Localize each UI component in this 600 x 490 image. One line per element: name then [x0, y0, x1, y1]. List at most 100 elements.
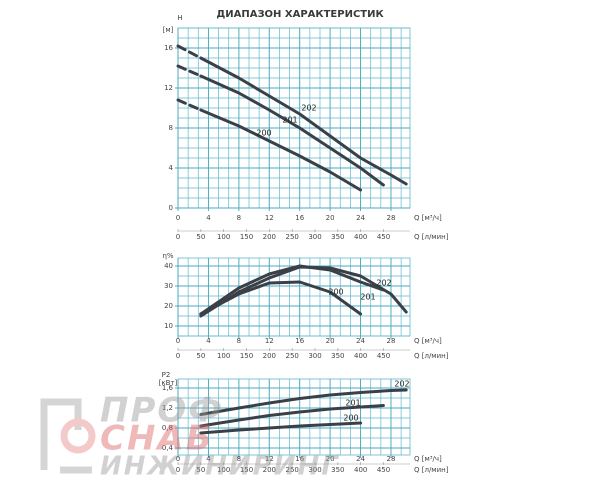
x2-tick-label: 150 — [240, 233, 253, 241]
curve-label: 200 — [256, 129, 271, 138]
x-tick-label: 4 — [206, 214, 211, 222]
y-tick-label: 20 — [164, 302, 173, 310]
logo-shape — [40, 398, 82, 470]
y-axis-label: H — [177, 14, 182, 22]
x2-tick-label: 250 — [285, 466, 298, 474]
line — [199, 74, 385, 187]
x2-tick-label: 0 — [176, 233, 180, 241]
x-tick-label: 20 — [326, 337, 335, 345]
line — [199, 264, 385, 316]
dashed-line — [176, 64, 203, 78]
y-tick-label: 40 — [164, 262, 173, 270]
x2-tick-label: 200 — [263, 466, 276, 474]
x-tick-label: 24 — [356, 214, 365, 222]
curve-label: 200 — [343, 414, 358, 423]
x2-tick-label: 100 — [217, 352, 230, 360]
x-tick-label: 8 — [237, 214, 241, 222]
x2-tick-label: 250 — [285, 352, 298, 360]
x-tick-label: 16 — [295, 455, 304, 463]
x-tick-label: 16 — [295, 337, 304, 345]
x2-tick-label: 400 — [354, 466, 367, 474]
x2-tick-label: 350 — [331, 352, 344, 360]
curve-label: 201 — [360, 293, 375, 302]
x2-tick-label: 50 — [196, 466, 205, 474]
y-tick-label: 30 — [164, 282, 173, 290]
dashed-line — [176, 98, 203, 112]
x-tick-label: 28 — [387, 337, 396, 345]
y-tick-label: 1,2 — [162, 404, 173, 412]
curve-label: 200 — [328, 288, 343, 297]
y-axis-label: P2 — [162, 371, 171, 379]
y-axis-unit: [м] — [163, 26, 174, 34]
x2-tick-label: 150 — [240, 466, 253, 474]
x-axis-label: Q [м³/ч] — [414, 455, 442, 463]
x2-tick-label: 400 — [354, 352, 367, 360]
y-tick-label: 8 — [169, 124, 173, 132]
x-tick-label: 0 — [176, 337, 180, 345]
x2-tick-label: 250 — [285, 233, 298, 241]
x-tick-label: 28 — [387, 455, 396, 463]
x2-tick-label: 450 — [377, 233, 390, 241]
x2-tick-label: 200 — [263, 352, 276, 360]
curve-label: 202 — [394, 380, 409, 389]
x2-axis-label: Q [л/мин] — [414, 466, 449, 474]
chart: 0 4 8 12 16 0 4 8 12 16 20 24 28 0 50 100 150 200 250 300 35… — [163, 14, 449, 241]
x2-tick-label: 350 — [331, 233, 344, 241]
y-tick-label: 1,6 — [162, 384, 174, 392]
x-tick-label: 20 — [326, 214, 335, 222]
y-tick-label: 0 — [169, 204, 173, 212]
y-tick-label: 0,4 — [162, 444, 174, 452]
x2-axis-label: Q [л/мин] — [414, 233, 449, 241]
x2-tick-label: 300 — [308, 352, 321, 360]
x2-tick-label: 100 — [217, 466, 230, 474]
x2-tick-label: 450 — [377, 352, 390, 360]
x2-tick-label: 350 — [331, 466, 344, 474]
x-tick-label: 12 — [265, 455, 274, 463]
curve-label: 201 — [345, 399, 360, 408]
y-tick-label: 10 — [164, 322, 173, 330]
x2-tick-label: 150 — [240, 352, 253, 360]
x-tick-label: 20 — [326, 455, 335, 463]
watermark-text: ИНЖИНИРИНГ — [100, 452, 340, 482]
x-tick-label: 4 — [206, 455, 211, 463]
curve-label: 202 — [376, 279, 391, 288]
y-tick-label: 4 — [169, 164, 174, 172]
curve-label: 202 — [301, 104, 316, 113]
x-tick-label: 28 — [387, 214, 396, 222]
y-axis-unit: [кВт] — [159, 379, 178, 387]
x-tick-label: 8 — [237, 455, 241, 463]
x-tick-label: 24 — [356, 455, 365, 463]
x-tick-label: 4 — [206, 337, 211, 345]
x2-tick-label: 300 — [308, 466, 321, 474]
logo-gear — [60, 418, 96, 454]
x2-tick-label: 0 — [176, 466, 180, 474]
x-tick-label: 8 — [237, 337, 241, 345]
x2-tick-label: 100 — [217, 233, 230, 241]
x-tick-label: 12 — [265, 337, 274, 345]
chart: 0,4 0,8 1,2 1,6 0 4 8 12 16 20 24 28 0 50 100 150 200 250… — [159, 371, 449, 474]
x2-tick-label: 50 — [196, 233, 205, 241]
x-tick-label: 0 — [176, 455, 180, 463]
x2-tick-label: 400 — [354, 233, 367, 241]
x2-tick-label: 50 — [196, 352, 205, 360]
line — [199, 388, 408, 416]
line — [199, 56, 408, 186]
x2-tick-label: 0 — [176, 352, 180, 360]
x2-tick-label: 450 — [377, 466, 390, 474]
x2-tick-label: 200 — [263, 233, 276, 241]
dashed-line — [176, 44, 203, 60]
x-axis-label: Q [м³/ч] — [414, 337, 442, 345]
y-tick-label: 12 — [164, 84, 173, 92]
x-tick-label: 16 — [295, 214, 304, 222]
x-tick-label: 0 — [176, 214, 180, 222]
chart-title: ДИАПАЗОН ХАРАКТЕРИСТИК — [216, 9, 384, 20]
x2-tick-label: 300 — [308, 233, 321, 241]
line — [199, 404, 385, 428]
watermark-logo — [40, 398, 96, 474]
curve-label: 201 — [282, 116, 297, 125]
x-axis-label: Q [м³/ч] — [414, 214, 442, 222]
line — [199, 421, 363, 435]
